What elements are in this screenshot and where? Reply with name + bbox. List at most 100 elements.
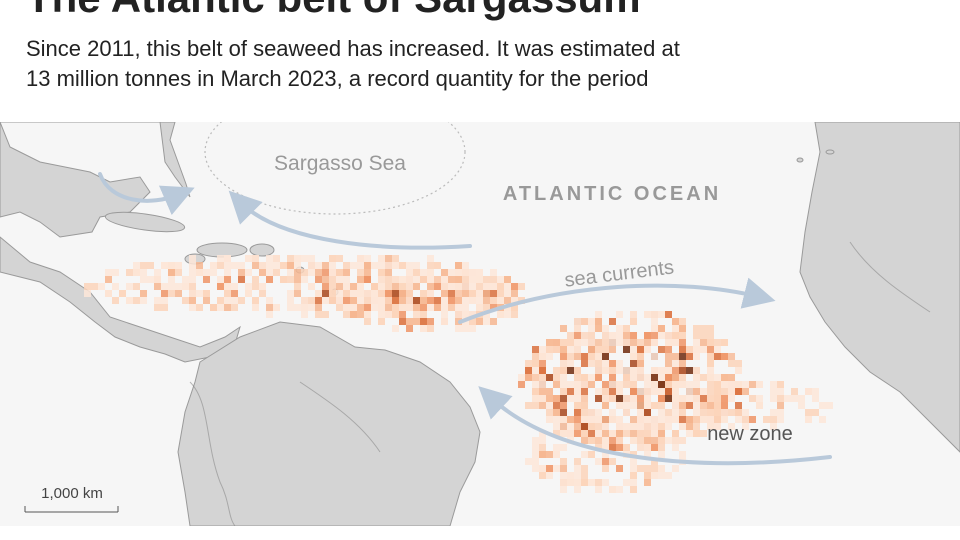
seaweed-pixel <box>574 409 581 416</box>
seaweed-pixel <box>476 269 483 276</box>
seaweed-pixel <box>532 367 539 374</box>
seaweed-pixel <box>560 423 567 430</box>
seaweed-pixel <box>469 276 476 283</box>
seaweed-pixel <box>588 353 595 360</box>
seaweed-pixel <box>595 367 602 374</box>
seaweed-pixel <box>581 395 588 402</box>
seaweed-pixel <box>567 332 574 339</box>
seaweed-pixel <box>504 276 511 283</box>
seaweed-pixel <box>630 388 637 395</box>
seaweed-pixel <box>357 304 364 311</box>
seaweed-pixel <box>581 402 588 409</box>
seaweed-pixel <box>602 381 609 388</box>
seaweed-pixel <box>357 283 364 290</box>
seaweed-pixel <box>322 283 329 290</box>
seaweed-pixel <box>623 374 630 381</box>
seaweed-pixel <box>525 402 532 409</box>
seaweed-pixel <box>455 283 462 290</box>
seaweed-pixel <box>413 318 420 325</box>
seaweed-pixel <box>721 388 728 395</box>
seaweed-pixel <box>644 423 651 430</box>
seaweed-pixel <box>770 416 777 423</box>
seaweed-pixel <box>406 290 413 297</box>
seaweed-pixel <box>672 381 679 388</box>
seaweed-pixel <box>735 416 742 423</box>
seaweed-pixel <box>434 297 441 304</box>
sargasso-outline <box>204 122 466 215</box>
seaweed-pixel <box>294 290 301 297</box>
seaweed-pixel <box>707 381 714 388</box>
seaweed-pixel <box>378 290 385 297</box>
seaweed-pixel <box>714 346 721 353</box>
seaweed-pixel <box>441 290 448 297</box>
seaweed-pixel <box>665 332 672 339</box>
seaweed-pixel <box>693 423 700 430</box>
seaweed-pixel <box>651 444 658 451</box>
seaweed-pixel <box>588 325 595 332</box>
seaweed-pixel <box>651 402 658 409</box>
seaweed-pixel <box>203 269 210 276</box>
seaweed-pixel <box>588 346 595 353</box>
seaweed-pixel <box>574 430 581 437</box>
seaweed-pixel <box>532 451 539 458</box>
seaweed-pixel <box>462 262 469 269</box>
seaweed-pixel <box>714 353 721 360</box>
seaweed-pixel <box>679 353 686 360</box>
seaweed-pixel <box>483 276 490 283</box>
seaweed-pixel <box>231 304 238 311</box>
scale-bar <box>24 506 119 513</box>
seaweed-pixel <box>630 458 637 465</box>
seaweed-pixel <box>665 423 672 430</box>
seaweed-pixel <box>679 374 686 381</box>
seaweed-pixel <box>168 269 175 276</box>
seaweed-pixel <box>476 318 483 325</box>
seaweed-pixel <box>133 269 140 276</box>
seaweed-pixel <box>336 276 343 283</box>
seaweed-pixel <box>224 276 231 283</box>
seaweed-pixel <box>189 276 196 283</box>
seaweed-pixel <box>371 283 378 290</box>
seaweed-pixel <box>686 353 693 360</box>
seaweed-pixel <box>721 374 728 381</box>
seaweed-pixel <box>546 346 553 353</box>
seaweed-pixel <box>322 276 329 283</box>
seaweed-pixel <box>161 290 168 297</box>
seaweed-pixel <box>686 381 693 388</box>
seaweed-pixel <box>406 262 413 269</box>
seaweed-pixel <box>644 402 651 409</box>
seaweed-pixel <box>427 297 434 304</box>
seaweed-pixel <box>378 276 385 283</box>
seaweed-pixel <box>609 381 616 388</box>
seaweed-pixel <box>700 395 707 402</box>
seaweed-pixel <box>427 318 434 325</box>
seaweed-pixel <box>315 297 322 304</box>
seaweed-pixel <box>630 381 637 388</box>
seaweed-pixel <box>210 269 217 276</box>
seaweed-pixel <box>462 269 469 276</box>
seaweed-pixel <box>532 437 539 444</box>
seaweed-pixel <box>553 367 560 374</box>
seaweed-pixel <box>161 304 168 311</box>
seaweed-pixel <box>469 290 476 297</box>
seaweed-pixel <box>329 276 336 283</box>
seaweed-pixel <box>805 388 812 395</box>
seaweed-pixel <box>644 374 651 381</box>
seaweed-pixel <box>266 269 273 276</box>
seaweed-pixel <box>420 311 427 318</box>
seaweed-pixel <box>147 276 154 283</box>
seaweed-pixel <box>581 472 588 479</box>
seaweed-pixel <box>168 283 175 290</box>
seaweed-pixel <box>441 276 448 283</box>
seaweed-pixel <box>546 374 553 381</box>
seaweed-pixel <box>630 430 637 437</box>
seaweed-pixel <box>133 297 140 304</box>
seaweed-pixel <box>189 304 196 311</box>
seaweed-pixel <box>707 423 714 430</box>
seaweed-pixel <box>448 283 455 290</box>
seaweed-pixel <box>294 262 301 269</box>
seaweed-pixel <box>644 444 651 451</box>
seaweed-pixel <box>658 416 665 423</box>
seaweed-pixel <box>224 262 231 269</box>
seaweed-pixel <box>217 304 224 311</box>
seaweed-pixel <box>609 437 616 444</box>
